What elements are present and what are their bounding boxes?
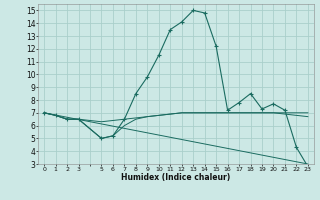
X-axis label: Humidex (Indice chaleur): Humidex (Indice chaleur) xyxy=(121,173,231,182)
